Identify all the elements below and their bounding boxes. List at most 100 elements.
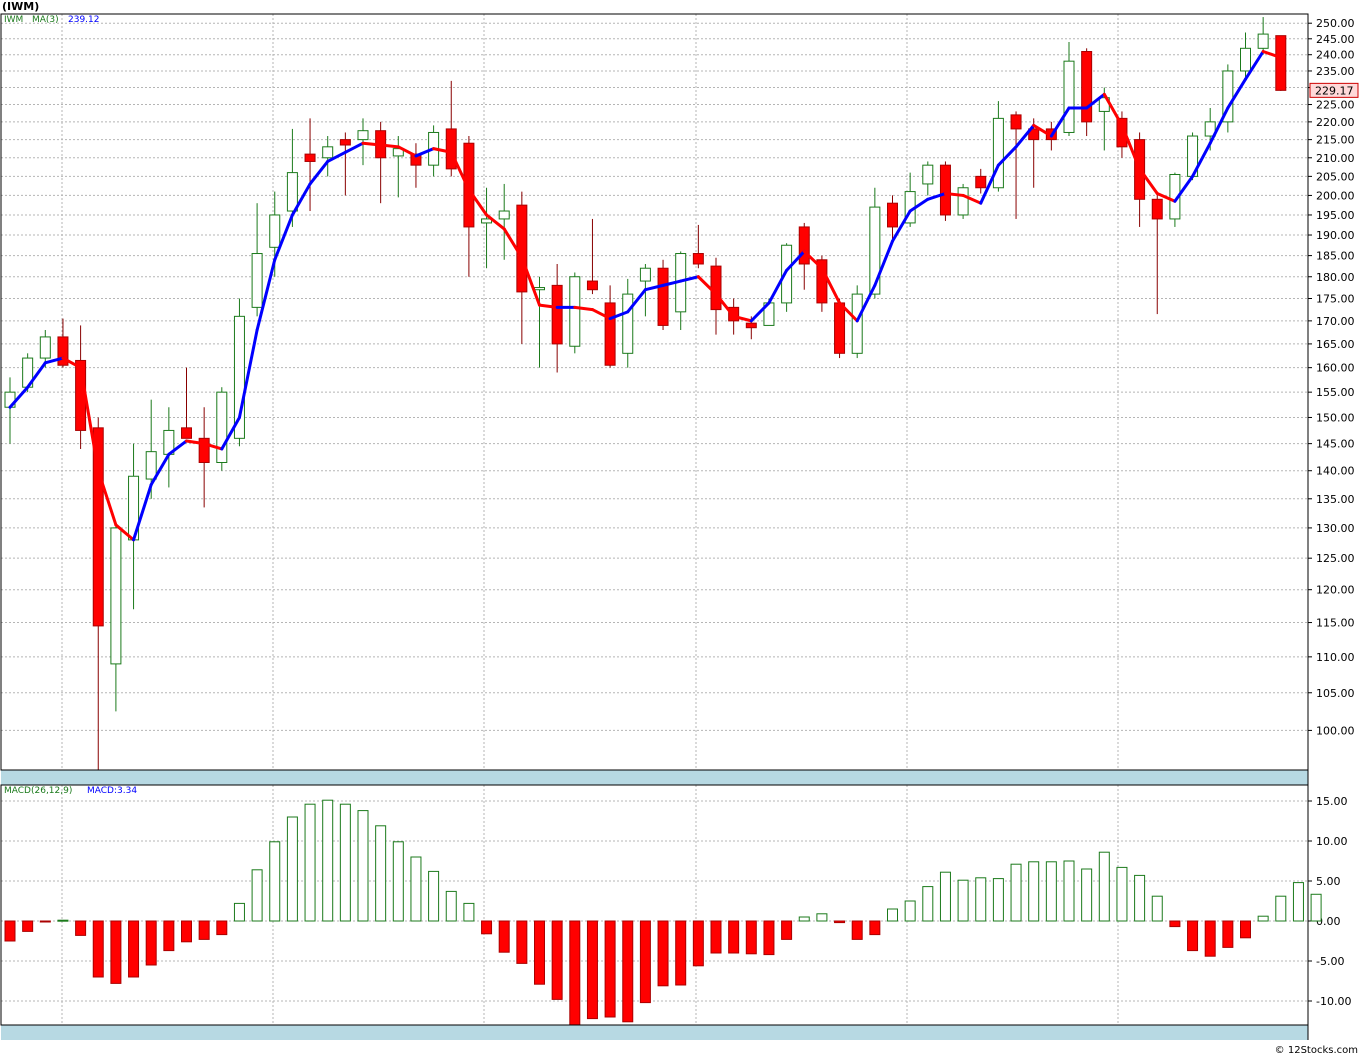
macd-bar-positive xyxy=(1081,868,1093,922)
candle-up xyxy=(286,172,298,212)
macd-tick-label: 15.00 xyxy=(1316,795,1348,808)
macd-grid xyxy=(0,785,1308,1025)
macd-bar-negative xyxy=(551,920,563,1000)
candle-up xyxy=(216,391,228,463)
macd-bar-negative xyxy=(198,920,210,940)
macd-bar-negative xyxy=(1204,920,1216,957)
candle-up xyxy=(233,315,245,439)
ma-segment xyxy=(996,145,1018,167)
macd-axis: 2019202020212022202320242025-10.00-5.000… xyxy=(4,795,1351,1039)
ma-segment xyxy=(979,163,1000,205)
macd-bar-negative xyxy=(675,920,687,986)
ma-segment xyxy=(1191,141,1212,178)
price-tick-label: 115.00 xyxy=(1316,617,1355,630)
macd-bar-negative xyxy=(869,920,881,936)
candle-up xyxy=(992,117,1004,189)
ma-segment xyxy=(114,523,136,542)
ma-segment xyxy=(855,283,877,323)
candle-down xyxy=(1028,128,1040,141)
price-tick-label: 145.00 xyxy=(1316,438,1355,451)
macd-bar-negative xyxy=(569,920,581,1026)
ma-segment xyxy=(643,283,665,292)
candle-up xyxy=(1063,60,1075,133)
macd-bar-negative xyxy=(181,920,192,943)
price-tick-label: 135.00 xyxy=(1316,493,1355,506)
macd-bar-positive xyxy=(1010,863,1022,922)
macd-frame xyxy=(0,784,1309,1026)
macd-bar-negative xyxy=(1187,920,1199,952)
macd-bar-positive xyxy=(1257,915,1269,922)
ma-segment xyxy=(891,209,912,243)
ma-segment xyxy=(732,314,753,323)
macd-bar-negative xyxy=(604,920,616,1018)
macd-bar-positive xyxy=(1151,895,1163,922)
ma-segment xyxy=(961,193,983,205)
macd-bar-negative xyxy=(622,920,634,1023)
price-tick-label: 165.00 xyxy=(1316,338,1355,351)
macd-bar-negative xyxy=(1240,920,1251,939)
candle-up xyxy=(481,218,493,224)
candle-down xyxy=(834,302,846,354)
macd-bar-positive xyxy=(57,919,69,922)
ma-legend-value: 239.12 xyxy=(68,15,100,25)
macd-bar-negative xyxy=(834,920,846,924)
ma-segment xyxy=(361,141,383,147)
price-tick-label: 190.00 xyxy=(1316,229,1355,242)
candle-down xyxy=(1275,35,1287,91)
ma-segment xyxy=(485,213,506,231)
macd-bar-negative xyxy=(163,920,175,952)
price-tick-label: 250.00 xyxy=(1316,17,1355,30)
ma-segment xyxy=(237,328,259,419)
price-tick-label: 205.00 xyxy=(1316,170,1355,183)
ma-segment xyxy=(679,275,700,283)
ma-segment xyxy=(1049,106,1071,138)
candle-up xyxy=(39,336,51,359)
price-tick-label: 235.00 xyxy=(1316,65,1355,78)
ma-segment xyxy=(538,303,559,309)
macd-bar-positive xyxy=(304,803,316,922)
ma-segment xyxy=(1155,192,1177,203)
macd-legend-value: MACD:3.34 xyxy=(87,786,138,796)
panel-frames: 229.17 xyxy=(0,13,1359,1040)
price-tick-label: 220.00 xyxy=(1316,116,1355,129)
price-axis: 100.00 105.00 110.00 115.00 120.00 125.00 130.… xyxy=(4,17,1355,784)
ma-segment xyxy=(1014,123,1036,149)
ma-segment xyxy=(943,192,965,197)
macd-bar-negative xyxy=(4,920,16,942)
ma-segment xyxy=(326,150,347,163)
candle-up xyxy=(781,244,793,304)
ma-segment xyxy=(132,483,153,542)
ma-segment xyxy=(1120,123,1142,171)
macd-bar-positive xyxy=(1292,882,1304,922)
ma-segment xyxy=(414,147,436,158)
ma-segment xyxy=(1032,123,1053,138)
ma-segment xyxy=(43,356,65,365)
macd-bar-negative xyxy=(39,920,51,923)
ma-segment xyxy=(255,258,277,332)
price-tick-label: 130.00 xyxy=(1316,522,1355,535)
macd-bar-positive xyxy=(1045,861,1057,922)
ma-segment xyxy=(220,415,241,451)
candle-up xyxy=(1257,33,1269,49)
candle-up xyxy=(1222,70,1234,123)
price-tick-label: 245.00 xyxy=(1316,33,1355,46)
price-tick-label: 150.00 xyxy=(1316,411,1355,424)
macd-bar-positive xyxy=(445,890,457,922)
last-price-box xyxy=(1309,82,1359,98)
macd-tick-label: 0.00 xyxy=(1316,915,1341,928)
macd-bar-positive xyxy=(975,877,987,922)
price-tick-label: 185.00 xyxy=(1316,250,1355,263)
price-tick-label: 125.00 xyxy=(1316,552,1355,565)
macd-bar-negative xyxy=(128,920,140,978)
macd-bar-positive xyxy=(410,856,422,922)
ma-segment xyxy=(379,143,400,149)
candle-down xyxy=(410,153,422,166)
macd-bar-positive xyxy=(322,799,334,922)
candle-down xyxy=(745,322,757,329)
ma-segment xyxy=(520,256,541,307)
candle-down xyxy=(586,280,598,291)
macd-bar-negative xyxy=(498,920,510,953)
macd-bar-negative xyxy=(586,920,598,1020)
ma-segment xyxy=(343,141,365,154)
